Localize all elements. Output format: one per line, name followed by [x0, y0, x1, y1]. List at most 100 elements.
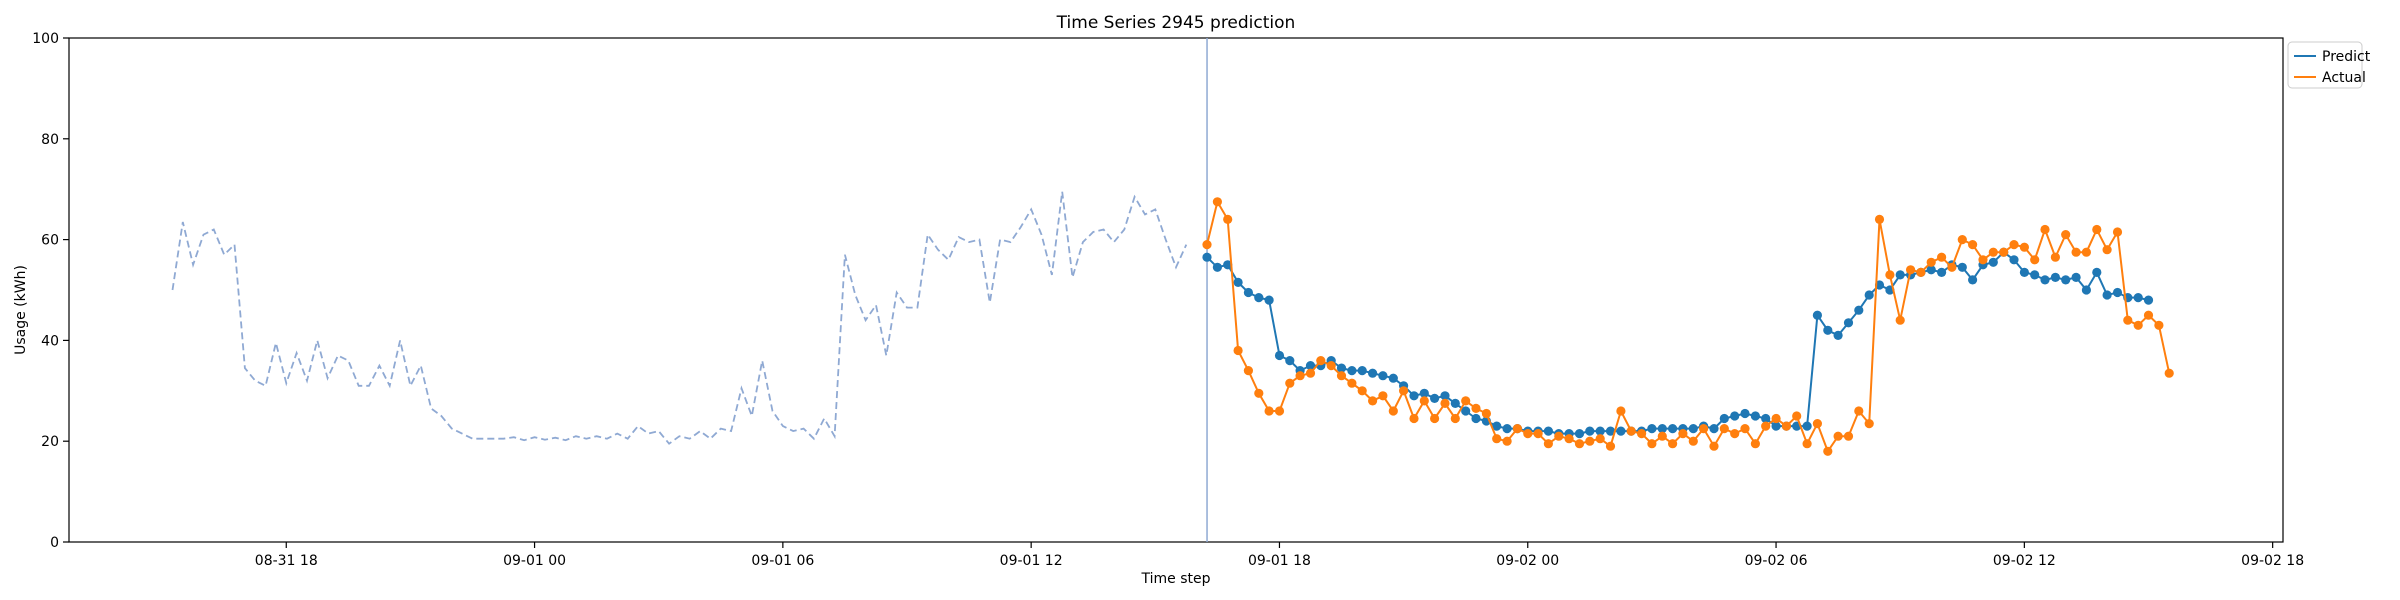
actual-point [1378, 391, 1388, 401]
predict-point [2040, 275, 2050, 285]
y-tick-label: 100 [32, 31, 59, 47]
predict-point [1336, 363, 1347, 373]
predict-point [1988, 257, 1998, 267]
predict-point [1709, 424, 1719, 434]
predict-point [1543, 426, 1553, 436]
actual-point [1874, 214, 1885, 224]
predict-point [1243, 287, 1253, 298]
actual-point [1730, 429, 1740, 439]
x-tick-label: 09-01 06 [751, 553, 814, 569]
actual-point [1957, 235, 1967, 245]
actual-point [1761, 421, 1771, 431]
actual-point [1999, 247, 2009, 257]
predict-point [1657, 424, 1667, 434]
predict-point [1688, 424, 1698, 434]
actual-point [1854, 406, 1864, 416]
actual-point [2030, 255, 2040, 265]
predict-point [1264, 295, 1274, 305]
actual-point [1554, 431, 1564, 441]
actual-point [1740, 424, 1750, 434]
predict-point [2112, 287, 2123, 298]
predict-point [1378, 371, 1388, 381]
actual-point [1295, 371, 1305, 381]
actual-point [1274, 406, 1285, 416]
actual-point [1885, 270, 1895, 280]
predict-point [1771, 421, 1781, 431]
actual-point [1647, 439, 1657, 449]
actual-point [1409, 413, 1419, 424]
predict-point [1864, 290, 1874, 300]
actual-point [1254, 388, 1264, 398]
actual-point [1347, 378, 1357, 388]
actual-point [2071, 247, 2081, 257]
y-tick-label: 40 [41, 333, 59, 349]
actual-point [1833, 431, 1843, 441]
predict-point [2102, 290, 2112, 300]
actual-point [1947, 262, 1957, 272]
predict-point [1750, 411, 1760, 421]
x-tick-label: 09-02 06 [1745, 553, 1808, 569]
predict-point [1233, 277, 1243, 287]
predict-point [2009, 255, 2019, 265]
x-tick-label: 09-01 12 [1000, 553, 1063, 569]
predict-point [1305, 361, 1316, 371]
predict-point [1812, 310, 1822, 320]
actual-point [2092, 224, 2102, 235]
predict-point [2133, 293, 2143, 303]
predict-point [2071, 272, 2081, 282]
actual-point [1937, 252, 1947, 262]
plot-area: 0 20 40 60 80 100 08-31 18 09-01 00 09-01 06 09-0… [32, 31, 2304, 569]
predict-point [1388, 373, 1398, 383]
actual-point [1668, 439, 1678, 449]
predict-point [1833, 330, 1843, 340]
actual-point [1802, 439, 1812, 449]
predict-point [1740, 408, 1750, 419]
predict-point [1937, 267, 1947, 277]
y-axis-label: Usage (kWh) [13, 265, 29, 355]
predict-point [1430, 393, 1440, 403]
actual-point [1399, 386, 1409, 396]
actual-point [1264, 406, 1274, 416]
x-axis-label: Time step [1141, 571, 1211, 587]
actual-point [1823, 446, 1833, 456]
predict-point [1647, 424, 1657, 434]
x-tick-label: 09-02 12 [1993, 553, 2056, 569]
actual-point [1357, 386, 1367, 396]
predict-point [2019, 267, 2029, 277]
predict-point [1968, 275, 1978, 285]
predict-point [1450, 398, 1460, 408]
actual-point [1419, 396, 1429, 406]
actual-point [2112, 227, 2123, 237]
predict-point [1419, 388, 1429, 398]
actual-point [1202, 240, 1212, 250]
actual-point [2050, 252, 2060, 262]
actual-point [1233, 345, 1243, 356]
actual-point [2081, 247, 2091, 257]
predict-line [1206, 250, 2149, 435]
actual-point [1906, 265, 1916, 275]
predict-point [1730, 411, 1740, 421]
actual-point [1223, 214, 1233, 224]
predict-point [1368, 368, 1378, 378]
predict-point [2050, 272, 2060, 282]
predict-point [1502, 424, 1512, 434]
legend-label-actual: Actual [2322, 70, 2366, 86]
actual-point [1574, 439, 1585, 449]
x-tick-label: 09-01 18 [1248, 553, 1311, 569]
actual-point [1605, 441, 1616, 451]
actual-point [1895, 315, 1905, 325]
predict-point [1574, 429, 1585, 439]
actual-point [2164, 368, 2174, 378]
predict-point [1761, 413, 1771, 424]
actual-point [1512, 424, 1522, 434]
actual-point [1978, 255, 1988, 265]
history-line [171, 191, 1188, 445]
actual-point [1533, 429, 1543, 439]
y-tick-label: 80 [41, 132, 59, 148]
actual-point [1812, 419, 1822, 429]
predict-point [1843, 318, 1854, 328]
predict-point [1595, 426, 1605, 436]
actual-point [1626, 426, 1636, 436]
